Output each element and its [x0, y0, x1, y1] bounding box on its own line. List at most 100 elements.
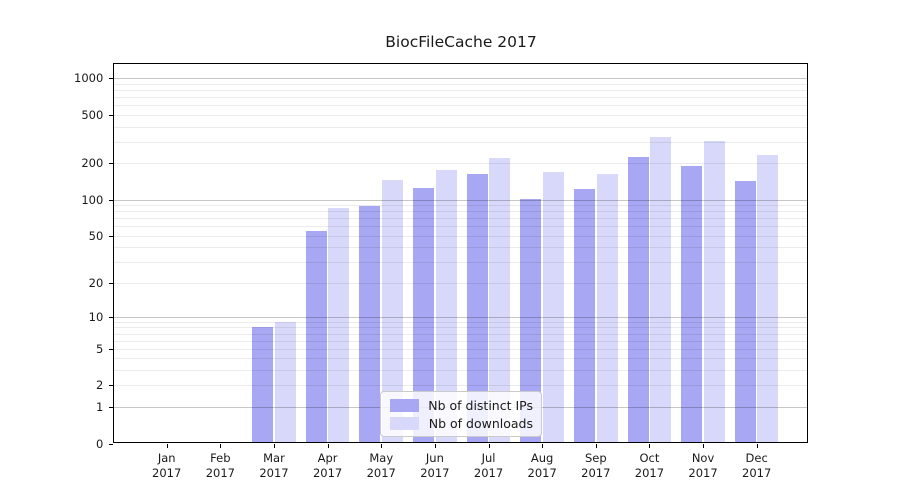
bar-ips-jul: [466, 173, 488, 444]
gridline-major: [113, 316, 809, 318]
gridline-minor: [113, 321, 809, 323]
gridline-minor: [113, 211, 809, 213]
bar-ips-apr: [305, 230, 327, 444]
bar-downloads-jul: [489, 158, 511, 444]
bar-ips-may: [359, 205, 381, 444]
gridline-minor: [113, 340, 809, 342]
legend-item-distinct-ips: Nb of distinct IPs: [390, 396, 533, 414]
y-tick: [109, 385, 114, 387]
bar-downloads-sep: [596, 173, 618, 444]
y-tick: [109, 316, 114, 318]
legend-swatch-distinct-ips: [390, 398, 419, 412]
gridline-minor: [113, 247, 809, 249]
gridline-minor: [113, 97, 809, 99]
x-tick-label: Apr 2017: [312, 450, 343, 480]
y-tick-label: 2: [95, 378, 104, 393]
gridline-major: [113, 199, 809, 201]
x-tick: [595, 443, 597, 448]
x-tick-label: Feb 2017: [205, 450, 235, 480]
gridline-minor: [113, 370, 809, 372]
x-tick-label: Nov 2017: [688, 450, 718, 480]
gridline-minor: [113, 205, 809, 207]
bar-ips-mar: [252, 327, 274, 444]
y-tick-label: 50: [88, 228, 104, 243]
x-tick-label: Dec 2017: [742, 450, 772, 480]
x-tick-label: Sep 2017: [581, 450, 611, 480]
legend: Nb of distinct IPs Nb of downloads: [380, 391, 542, 437]
gridline-minor: [113, 385, 809, 387]
gridline-minor: [113, 282, 809, 284]
gridline-minor: [113, 358, 809, 360]
gridline-minor: [113, 83, 809, 85]
x-tick: [703, 443, 705, 448]
x-tick-label: Jan 2017: [152, 450, 182, 480]
y-tick-label: 20: [88, 275, 104, 290]
bar-ips-sep: [574, 189, 596, 444]
gridline-major: [113, 78, 809, 80]
y-tick: [109, 348, 114, 350]
chart-title: BiocFileCache 2017: [385, 33, 537, 51]
x-tick: [756, 443, 758, 448]
x-tick: [166, 443, 168, 448]
x-tick: [649, 443, 651, 448]
x-tick: [273, 443, 275, 448]
bar-downloads-aug: [542, 171, 564, 444]
gridline-minor: [113, 348, 809, 350]
bar-downloads-jun: [435, 170, 457, 444]
gridline-minor: [113, 105, 809, 107]
gridline-minor: [113, 333, 809, 335]
y-tick-label: 100: [81, 192, 104, 207]
y-tick: [109, 282, 114, 284]
gridline-minor: [113, 218, 809, 220]
bar-ips-nov: [681, 165, 703, 444]
bar-ips-dec: [734, 180, 756, 444]
y-tick-label: 10: [88, 309, 104, 324]
gridline-minor: [113, 114, 809, 116]
bar-ips-oct: [627, 157, 649, 444]
gridline-minor: [113, 163, 809, 165]
y-tick-label: 500: [81, 107, 104, 122]
y-tick: [109, 406, 114, 408]
legend-label: Nb of distinct IPs: [428, 397, 533, 413]
bar-ips-aug: [520, 198, 542, 444]
x-tick-label: Jun 2017: [420, 450, 450, 480]
x-tick-label: Mar 2017: [259, 450, 289, 480]
legend-label: Nb of downloads: [428, 415, 533, 431]
x-tick: [434, 443, 436, 448]
bar-ips-jun: [413, 187, 435, 444]
bar-downloads-dec: [757, 154, 779, 444]
bar-downloads-apr: [328, 208, 350, 444]
x-tick-label: May 2017: [366, 450, 396, 480]
x-tick-label: Aug 2017: [527, 450, 557, 480]
x-tick-label: Jul 2017: [473, 450, 504, 480]
x-tick-label: Oct 2017: [634, 450, 665, 480]
bar-downloads-nov: [703, 141, 725, 444]
y-tick-label: 0: [95, 436, 104, 451]
x-tick: [381, 443, 383, 448]
x-tick: [220, 443, 222, 448]
y-tick-label: 1: [95, 399, 104, 414]
y-tick: [109, 443, 114, 445]
y-tick: [109, 114, 114, 116]
x-tick: [327, 443, 329, 448]
gridline-minor: [113, 261, 809, 263]
gridline-minor: [113, 90, 809, 92]
x-tick: [542, 443, 544, 448]
y-tick-label: 200: [81, 156, 104, 171]
y-tick: [109, 78, 114, 80]
gridline-minor: [113, 141, 809, 143]
gridline-minor: [113, 126, 809, 128]
y-tick: [109, 235, 114, 237]
gridline-minor: [113, 226, 809, 228]
bar-downloads-may: [381, 179, 403, 444]
legend-swatch-downloads: [390, 416, 419, 430]
legend-item-downloads: Nb of downloads: [390, 414, 533, 432]
y-tick-label: 1000: [74, 71, 104, 86]
y-tick: [109, 199, 114, 201]
x-tick: [488, 443, 490, 448]
y-tick-label: 5: [95, 341, 104, 356]
bar-downloads-oct: [650, 136, 672, 444]
gridline-minor: [113, 235, 809, 237]
gridline-minor: [113, 327, 809, 329]
